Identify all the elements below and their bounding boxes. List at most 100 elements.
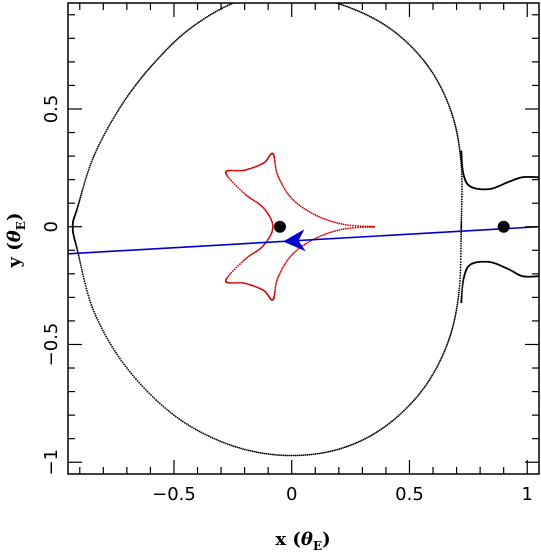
critical-curve-left-lobe-point: [81, 190, 83, 193]
caustic-curve-point: [237, 186, 240, 189]
critical-curve-left-lobe-point: [241, 0, 243, 1]
caustic-curve-point: [239, 281, 241, 284]
critical-curve-left-lobe-point: [459, 258, 462, 261]
critical-curve-left-lobe-point: [273, 453, 276, 456]
critical-curve-left-lobe-point: [460, 235, 463, 238]
caustic-curve-point: [275, 282, 277, 285]
caustic-curve-point: [263, 243, 266, 246]
caustic-curve-point: [231, 282, 234, 284]
critical-curve-left-lobe-point: [173, 41, 176, 43]
critical-curve-left-lobe-point: [405, 41, 408, 44]
critical-curve-left-lobe-point: [139, 383, 142, 386]
caustic-curve-point: [228, 178, 231, 180]
critical-curve-left-lobe-point: [363, 12, 366, 15]
caustic-curve-point: [249, 254, 252, 257]
critical-curve-left-lobe-point: [447, 103, 450, 106]
critical-curve-left-lobe-point: [160, 404, 163, 406]
caustic-curve-point: [266, 212, 269, 214]
critical-curve-left-lobe-point: [456, 303, 459, 306]
caustic-curve-point: [328, 219, 330, 222]
critical-curve-left-lobe-point: [386, 423, 389, 426]
critical-curve-left-lobe-point: [447, 340, 450, 342]
caustic-curve-point: [255, 200, 257, 203]
caustic-curve-point: [246, 256, 249, 259]
critical-curve-left-lobe-point: [318, 452, 321, 455]
critical-curve-left-lobe-point: [89, 301, 92, 304]
critical-curve-left-lobe-point: [112, 347, 115, 350]
critical-curve-left-lobe-point: [148, 68, 150, 70]
caustic-curve-point: [230, 271, 233, 274]
critical-curve-left-lobe-point: [177, 37, 180, 40]
critical-curve-left-lobe-point: [460, 250, 462, 253]
critical-curve-left-lobe-point: [456, 299, 459, 302]
critical-curve-left-lobe-point: [383, 23, 386, 26]
caustic-curve-point: [354, 224, 357, 227]
critical-curve-left-lobe-point: [158, 402, 161, 405]
caustic-curve-point: [340, 223, 343, 225]
caustic-curve-point: [227, 281, 230, 284]
critical-curve-left-lobe-point: [211, 437, 214, 439]
caustic-curve-point: [336, 229, 339, 232]
caustic-curve-point: [230, 169, 233, 172]
critical-curve-left-lobe-point: [121, 361, 124, 364]
caustic-curve-point: [273, 159, 276, 162]
critical-curve-left-lobe-point: [218, 9, 220, 11]
critical-curve-left-lobe-point: [444, 96, 447, 99]
critical-curve-left-lobe-point: [87, 294, 90, 297]
caustic-curve-point: [269, 216, 271, 218]
critical-curve-left-lobe-point: [364, 437, 367, 440]
critical-curve-left-lobe-point: [116, 110, 119, 113]
critical-curve-left-lobe-point: [109, 123, 112, 125]
caustic-curve-point: [373, 225, 376, 228]
critical-curve-left-lobe-point: [420, 56, 423, 59]
critical-curve-left-lobe-point: [284, 454, 287, 457]
caustic-curve-point: [307, 241, 309, 244]
critical-curve-left-lobe-point: [151, 395, 154, 398]
critical-curve-left-lobe-point: [378, 429, 381, 432]
critical-curve-left-lobe-point: [438, 361, 441, 363]
critical-curve-left-lobe-point: [372, 433, 375, 436]
critical-curve-left-lobe-point: [433, 371, 435, 374]
caustic-curve-point: [284, 262, 287, 264]
critical-curve-left-lobe-point: [361, 12, 364, 14]
critical-curve-left-lobe-point: [461, 193, 463, 196]
caustic-curve-point: [245, 194, 247, 196]
trajectory-arrow: [283, 229, 306, 252]
caustic-curve-point: [357, 226, 359, 229]
critical-curve-left-lobe-point: [401, 37, 404, 40]
critical-curve-left-lobe-point: [79, 264, 82, 267]
critical-curve-left-lobe-point: [84, 179, 87, 181]
critical-curve-left-lobe-point: [157, 400, 159, 403]
critical-curve-left-lobe-point: [167, 410, 170, 412]
caustic-curve-point: [245, 282, 247, 285]
critical-curve-left-lobe-point: [217, 439, 220, 442]
critical-curve-left-lobe-point: [192, 427, 195, 430]
critical-curve-left-lobe-point: [100, 327, 103, 330]
critical-curve-left-lobe-point: [98, 323, 101, 325]
critical-curve-left-lobe-point: [442, 91, 445, 94]
critical-curve-left-lobe-point: [156, 58, 159, 61]
critical-curve-left-lobe-point: [395, 416, 398, 419]
caustic-curve-point: [247, 196, 250, 199]
critical-curve-left-lobe-point: [460, 218, 463, 221]
critical-curve-left-lobe-point: [442, 352, 445, 355]
critical-curve-left-lobe-point: [130, 372, 133, 375]
caustic-curve-point: [273, 295, 276, 297]
caustic-curve-point: [276, 174, 279, 176]
caustic-curve-point: [314, 214, 317, 216]
critical-curve-left-lobe-point: [420, 390, 423, 393]
critical-curve-left-lobe-point: [370, 434, 373, 437]
critical-curve-left-lobe-point: [434, 76, 437, 79]
critical-curve-left-lobe-point: [345, 445, 348, 448]
caustic-curve-point: [230, 282, 233, 284]
critical-curve-left-lobe-point: [127, 368, 130, 371]
critical-curve-left-lobe-point: [202, 18, 205, 20]
critical-curve-left-lobe-point: [89, 164, 91, 167]
critical-curve-left-lobe-point: [459, 277, 461, 280]
caustic-curve-point: [253, 285, 256, 288]
critical-curve-left-lobe-point: [176, 416, 179, 419]
critical-curve-left-lobe-point: [436, 364, 439, 367]
critical-curve-left-lobe-point: [81, 270, 84, 273]
critical-curve-left-lobe-point: [375, 431, 378, 434]
critical-curve-neck-bottom-point: [461, 288, 464, 291]
